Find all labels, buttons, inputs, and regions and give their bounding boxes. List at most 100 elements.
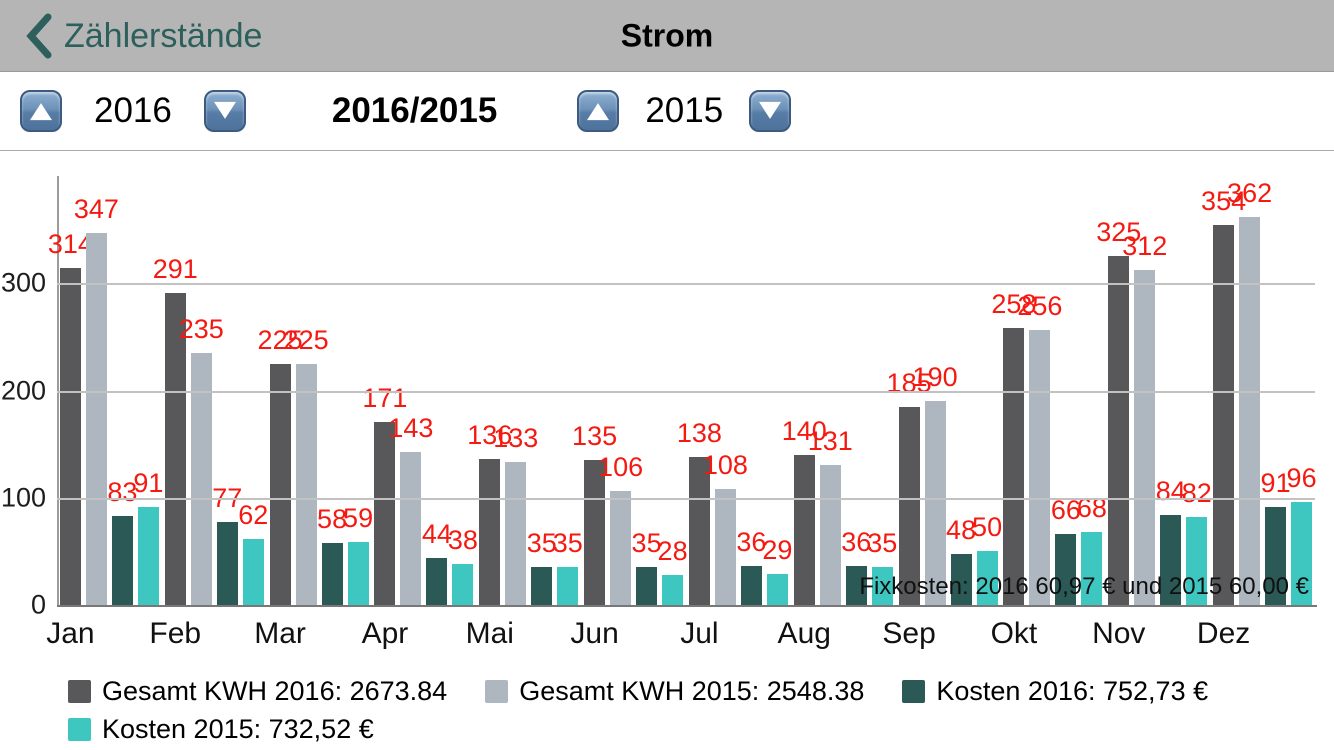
gridline <box>57 390 1315 393</box>
year-left-label: 2016 <box>94 91 172 130</box>
bar-value-label: 29 <box>762 535 793 565</box>
y-axis-label: 100 <box>0 482 46 513</box>
bar-value-label: 62 <box>238 500 269 530</box>
legend-item: Gesamt KWH 2015: 2548.38 <box>485 676 864 707</box>
year-right-up-button[interactable] <box>577 90 620 132</box>
x-axis-label: Jun <box>570 617 619 650</box>
bar-Jun-s1 <box>610 491 632 605</box>
bar-Okt-s3 <box>1081 532 1103 605</box>
bar-value-label: 135 <box>572 421 618 451</box>
bar-Nov-s2 <box>1160 515 1182 605</box>
chart-legend: Gesamt KWH 2016: 2673.84 Gesamt KWH 2015:… <box>0 662 1334 745</box>
year-left-up-button[interactable] <box>20 90 62 132</box>
chart-area: Fixkosten: 2016 60,97 € und 2015 60,00 €… <box>0 150 1334 662</box>
bar-Aug-s2 <box>845 566 867 605</box>
bar-Mar-s2 <box>321 543 343 605</box>
x-axis-label: Jan <box>46 617 95 650</box>
bar-value-label: 83 <box>107 477 138 507</box>
bar-value-label: 91 <box>133 468 164 498</box>
bar-Jul-s1 <box>714 489 736 605</box>
bar-Apr-s1 <box>400 452 422 605</box>
bar-Mar-s0 <box>269 364 291 605</box>
bar-Jan-s1 <box>85 233 107 605</box>
up-triangle-icon <box>587 103 610 121</box>
bar-Jan-s3 <box>137 507 159 605</box>
bar-value-label: 96 <box>1286 463 1317 493</box>
legend-item: Gesamt KWH 2016: 2673.84 <box>68 676 447 707</box>
y-axis-label: 0 <box>30 589 46 620</box>
bar-value-label: 347 <box>73 194 119 224</box>
bar-value-label: 291 <box>152 254 198 284</box>
bar-value-label: 28 <box>657 536 688 566</box>
year-left-down-button[interactable] <box>203 90 246 132</box>
bar-Sep-s2 <box>950 554 972 605</box>
bar-Mar-s3 <box>347 542 369 605</box>
year-right-down-button[interactable] <box>749 90 792 132</box>
x-axis-label: Nov <box>1092 617 1146 650</box>
bar-Dez-s3 <box>1291 502 1313 605</box>
bar-Feb-s2 <box>216 522 238 605</box>
bar-Jun-s2 <box>636 567 658 605</box>
fixkosten-annotation: Fixkosten: 2016 60,97 € und 2015 60,00 € <box>859 573 1309 600</box>
bar-Sep-s3 <box>976 551 998 605</box>
legend-label: Kosten 2016: 752,73 € <box>936 676 1209 706</box>
bar-Jul-s2 <box>740 566 762 605</box>
bar-Jun-s0 <box>584 460 606 605</box>
legend-swatch <box>902 680 926 703</box>
x-axis-label: Mai <box>465 617 514 650</box>
bar-Nov-s3 <box>1186 517 1208 605</box>
bar-Jun-s3 <box>662 575 684 605</box>
back-button[interactable]: Zählerstände <box>26 0 262 72</box>
bar-value-label: 140 <box>781 416 827 446</box>
back-label[interactable]: Zählerstände <box>64 16 263 55</box>
bar-value-label: 35 <box>526 528 557 558</box>
bar-Nov-s1 <box>1134 270 1156 605</box>
bar-value-label: 36 <box>736 527 767 557</box>
bar-Okt-s0 <box>1003 328 1025 605</box>
nav-bar: Zählerstände Strom <box>0 0 1334 72</box>
back-chevron-icon <box>26 13 52 59</box>
gridline <box>57 497 1315 500</box>
bar-value-label: 314 <box>47 229 93 259</box>
bar-Nov-s0 <box>1108 256 1130 605</box>
x-axis-label: Feb <box>149 617 202 650</box>
bar-Okt-s1 <box>1029 330 1051 605</box>
bar-Okt-s2 <box>1055 534 1077 605</box>
bar-value-label: 325 <box>1096 217 1142 247</box>
bar-value-label: 312 <box>1122 231 1168 261</box>
bar-value-label: 35 <box>631 528 662 558</box>
plot-area: Fixkosten: 2016 60,97 € und 2015 60,00 €… <box>48 176 1317 605</box>
legend-row: Kosten 2015: 732,52 € <box>68 714 1334 745</box>
bar-value-label: 35 <box>867 528 898 558</box>
bar-value-label: 91 <box>1260 468 1291 498</box>
bar-value-label: 35 <box>552 528 583 558</box>
bar-Sep-s0 <box>898 407 920 605</box>
legend-swatch <box>68 718 91 741</box>
legend-label: Gesamt KWH 2016: 2673.84 <box>102 676 448 706</box>
bar-Feb-s3 <box>242 539 264 605</box>
legend-label: Kosten 2015: 732,52 € <box>102 714 374 744</box>
bar-value-label: 58 <box>317 504 348 534</box>
bar-value-label: 82 <box>1181 478 1212 508</box>
x-axis-label: Dez <box>1196 617 1251 650</box>
bar-value-label: 44 <box>421 519 452 549</box>
year-controls: 2016 2016/2015 2015 <box>0 72 1334 150</box>
x-axis-label: Apr <box>361 617 409 650</box>
x-axis-label: Mar <box>254 617 306 650</box>
up-triangle-icon <box>30 103 52 121</box>
bar-value-label: 84 <box>1155 476 1186 506</box>
bar-value-label: 362 <box>1227 178 1273 208</box>
y-axis-label: 200 <box>0 375 46 405</box>
bar-value-label: 256 <box>1017 291 1063 321</box>
bar-value-label: 190 <box>912 362 958 392</box>
bar-value-label: 136 <box>467 420 513 450</box>
bar-value-label: 143 <box>388 413 434 443</box>
bar-value-label: 50 <box>972 512 1003 542</box>
bar-value-label: 258 <box>991 289 1037 319</box>
bar-value-label: 38 <box>447 525 478 555</box>
bar-Aug-s0 <box>793 455 815 605</box>
bar-Jul-s0 <box>688 457 710 605</box>
bar-value-label: 225 <box>283 325 329 355</box>
gridline <box>57 283 1315 286</box>
x-axis-line <box>57 605 1317 607</box>
